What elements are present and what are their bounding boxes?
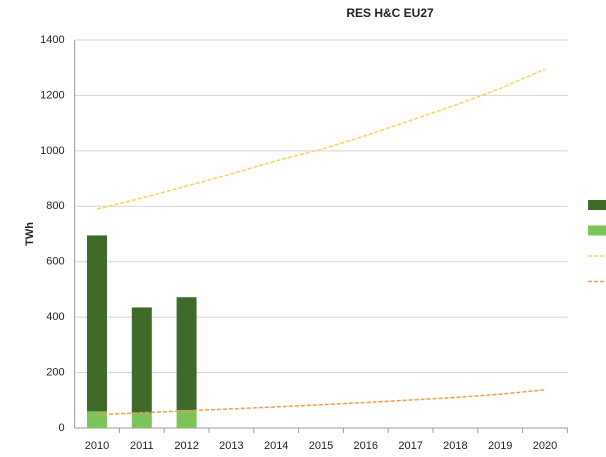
y-tick-label: 800: [46, 200, 64, 212]
y-tick-label: 200: [46, 366, 64, 378]
x-tick-label: 2020: [533, 440, 557, 452]
x-tick-label: 2010: [85, 440, 109, 452]
legend-swatch: [588, 200, 606, 210]
x-tick-label: 2015: [309, 440, 333, 452]
x-tick-label: 2017: [398, 440, 422, 452]
chart-title: RES H&C EU27: [346, 6, 434, 20]
y-tick-label: 600: [46, 256, 64, 268]
y-tick-label: 0: [58, 422, 64, 434]
x-tick-label: 2011: [130, 440, 154, 452]
bar: [176, 297, 197, 410]
bar: [131, 412, 152, 428]
x-tick-label: 2013: [219, 440, 243, 452]
x-tick-label: 2014: [264, 440, 288, 452]
x-tick-label: 2019: [488, 440, 512, 452]
y-tick-label: 1400: [40, 34, 64, 46]
legend-swatch: [588, 225, 606, 236]
x-tick-label: 2012: [174, 440, 198, 452]
bar: [87, 235, 107, 412]
bar: [176, 409, 197, 428]
bar: [131, 307, 152, 413]
y-tick-label: 400: [46, 311, 64, 323]
y-tick-label: 1200: [40, 89, 64, 101]
x-tick-label: 2016: [354, 440, 378, 452]
line: [96, 68, 546, 210]
y-axis-label: TWh: [24, 222, 36, 246]
y-tick-label: 1000: [40, 145, 64, 157]
bar: [87, 411, 107, 428]
line: [96, 389, 546, 416]
x-tick-label: 2018: [443, 440, 467, 452]
